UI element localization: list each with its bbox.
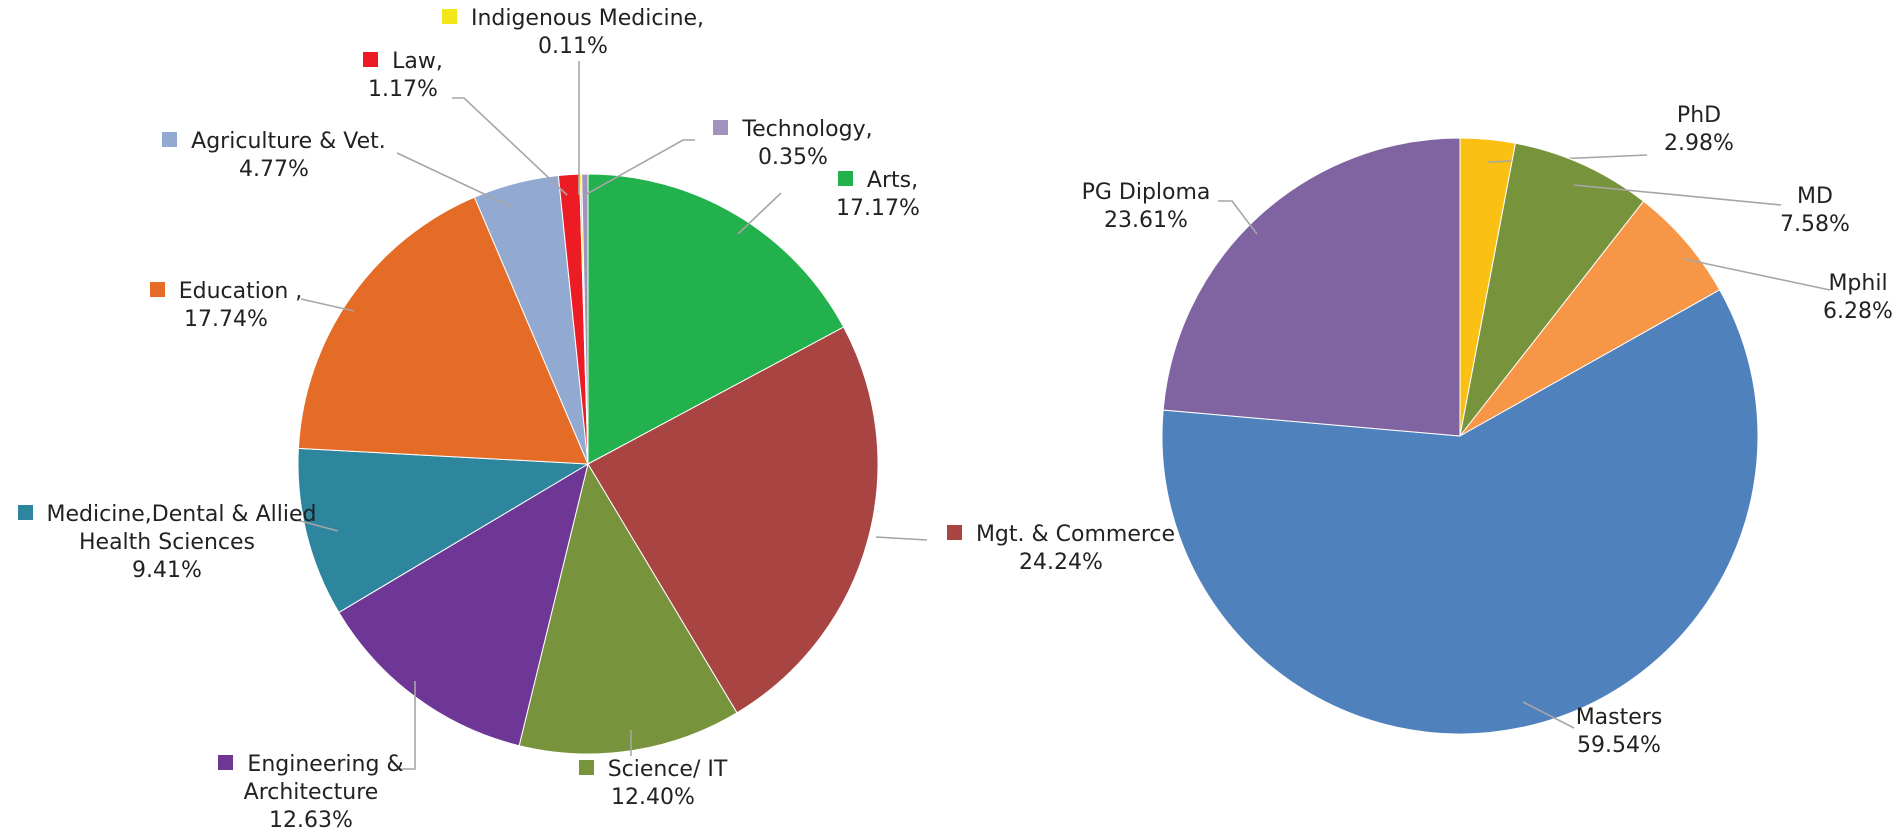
- pie-slice: [1161, 289, 1759, 735]
- value-label: 6.28%: [1823, 299, 1893, 324]
- value-label: 0.11%: [538, 34, 608, 59]
- leader-line: [1218, 200, 1258, 235]
- value-label: 1.17%: [368, 77, 438, 102]
- leader-line: [292, 518, 339, 532]
- pie-slice: [1459, 200, 1721, 437]
- legend-swatch: [162, 132, 178, 147]
- data-label: Masters 59.54%: [1529, 704, 1709, 760]
- data-label: Mphil 6.28%: [1778, 270, 1904, 326]
- category-name: PhD: [1676, 103, 1722, 128]
- label-name: PhD: [1619, 102, 1779, 130]
- data-label: Agriculture & Vet. 4.77%: [134, 128, 414, 184]
- leader-line: [400, 681, 416, 770]
- pie-slice: [581, 173, 589, 465]
- pie-slice: [1162, 137, 1461, 437]
- category-name: Science/ IT: [607, 757, 728, 782]
- value-label: 9.41%: [132, 558, 202, 583]
- value-label: 12.40%: [611, 785, 695, 810]
- data-label: PhD 2.98%: [1619, 102, 1779, 158]
- category-name: Medicine,Dental & Allied Health Sciences: [46, 502, 317, 555]
- legend-swatch: [578, 760, 594, 775]
- label-name: Mgt. & Commerce: [931, 521, 1191, 549]
- category-name: Education ,: [178, 279, 303, 304]
- pie-slice: [587, 326, 879, 714]
- legend-swatch: [837, 171, 853, 186]
- value-label: 24.24%: [1019, 550, 1103, 575]
- category-name: MD: [1797, 184, 1833, 209]
- label-name: MD: [1735, 183, 1895, 211]
- category-name: Indigenous Medicine,: [470, 6, 705, 31]
- leader-line: [300, 298, 355, 312]
- label-name: Technology,: [683, 116, 903, 144]
- category-name: Masters: [1575, 705, 1663, 730]
- value-label: 17.17%: [836, 196, 920, 221]
- legend-swatch: [17, 505, 33, 520]
- value-label: 0.35%: [758, 145, 828, 170]
- label-name: Indigenous Medicine,: [413, 5, 733, 33]
- label-name: Education ,: [116, 278, 336, 306]
- leader-line: [452, 97, 568, 196]
- legend-swatch: [218, 755, 234, 770]
- leader-line: [1522, 701, 1575, 729]
- label-name: Agriculture & Vet.: [134, 128, 414, 156]
- leader-line: [1683, 258, 1831, 291]
- legend-swatch: [946, 525, 962, 540]
- category-name: Law,: [392, 49, 443, 74]
- legend-swatch: [363, 52, 379, 67]
- data-label: Medicine,Dental & Allied Health Sciences…: [17, 501, 317, 585]
- label-name: Masters: [1529, 704, 1709, 732]
- value-label: 12.63%: [269, 808, 353, 833]
- data-label: Arts, 17.17%: [778, 167, 978, 223]
- pie-slice: [297, 447, 590, 614]
- value-label: 4.77%: [239, 157, 309, 182]
- legend-swatch: [441, 9, 457, 24]
- leader-line: [584, 139, 695, 196]
- category-name: Agriculture & Vet.: [191, 129, 386, 154]
- label-name: Arts,: [778, 167, 978, 195]
- label-name: Engineering & Architecture: [211, 751, 411, 807]
- value-label: 7.58%: [1780, 212, 1850, 237]
- legend-swatch: [149, 282, 165, 297]
- pie-slice: [1459, 142, 1645, 437]
- data-label: Technology, 0.35%: [683, 116, 903, 172]
- value-label: 2.98%: [1664, 131, 1734, 156]
- data-label: Science/ IT 12.40%: [543, 756, 763, 812]
- pie-slice: [587, 173, 845, 465]
- value-label: 17.74%: [184, 307, 268, 332]
- data-label: Indigenous Medicine, 0.11%: [413, 5, 733, 61]
- category-name: PG Diploma: [1081, 180, 1211, 205]
- pie-slice: [297, 196, 589, 465]
- leader-line: [1573, 184, 1782, 206]
- label-name: Medicine,Dental & Allied Health Sciences: [17, 501, 317, 557]
- data-label: Law, 1.17%: [323, 48, 483, 104]
- data-label: Education , 17.74%: [116, 278, 336, 334]
- legend-swatch: [713, 120, 729, 135]
- data-label: Mgt. & Commerce 24.24%: [931, 521, 1191, 577]
- label-name: Science/ IT: [543, 756, 763, 784]
- value-label: 23.61%: [1104, 208, 1188, 233]
- label-name: PG Diploma: [1046, 179, 1246, 207]
- leader-line: [396, 152, 513, 208]
- category-name: Mphil: [1828, 271, 1888, 296]
- category-name: Technology,: [742, 117, 873, 142]
- data-label: MD 7.58%: [1735, 183, 1895, 239]
- category-name: Engineering & Architecture: [243, 752, 404, 805]
- leader-line: [737, 192, 782, 235]
- data-label: Engineering & Architecture 12.63%: [211, 751, 411, 835]
- leader-line: [875, 536, 928, 541]
- value-label: 59.54%: [1577, 733, 1661, 758]
- label-name: Mphil: [1778, 270, 1904, 298]
- category-name: Mgt. & Commerce: [975, 522, 1176, 547]
- label-name: Law,: [323, 48, 483, 76]
- category-name: Arts,: [866, 168, 919, 193]
- data-label: PG Diploma 23.61%: [1046, 179, 1246, 235]
